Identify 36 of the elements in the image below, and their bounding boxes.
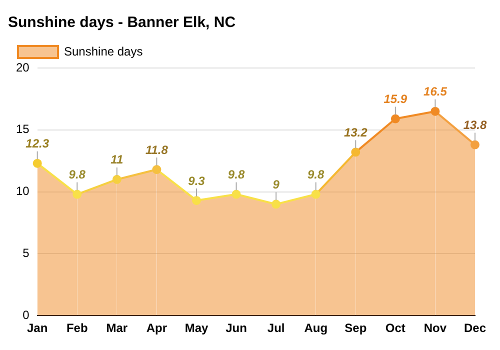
- x-tick-label: Jun: [226, 321, 247, 336]
- data-label: 11: [110, 152, 124, 167]
- y-tick-label: 15: [16, 122, 30, 136]
- x-tick-label: Aug: [304, 321, 328, 336]
- chart-title: Sunshine days - Banner Elk, NC: [8, 14, 236, 32]
- y-tick-label: 0: [22, 308, 30, 322]
- x-tick-label: Nov: [424, 321, 447, 336]
- data-label: 9.8: [228, 168, 245, 182]
- x-tick-label: Dec: [464, 321, 486, 336]
- data-label: 13.2: [344, 125, 368, 140]
- data-label: 9.3: [188, 174, 206, 188]
- data-label: 12.3: [26, 136, 50, 151]
- x-tick-label: Oct: [385, 321, 406, 336]
- data-label: 11.8: [145, 142, 168, 157]
- x-tick-label: Jul: [267, 321, 285, 336]
- point: [232, 190, 241, 199]
- x-tick-label: Jan: [27, 321, 48, 336]
- point: [470, 140, 480, 150]
- point: [272, 200, 281, 209]
- y-tick-label: 20: [16, 60, 30, 74]
- x-tick-label: May: [184, 321, 208, 336]
- x-tick-label: Sep: [344, 321, 367, 336]
- legend-label: Sunshine days: [64, 44, 143, 58]
- data-label: 9.8: [68, 168, 86, 182]
- x-tick-label: Mar: [106, 321, 128, 336]
- y-tick-label: 10: [16, 184, 30, 198]
- data-label: 9.8: [308, 168, 325, 182]
- point: [192, 196, 201, 205]
- data-label: 13.8: [463, 118, 487, 132]
- data-label: 15.9: [384, 92, 408, 106]
- x-tick-label: Apr: [146, 321, 168, 336]
- data-label: 9: [272, 177, 280, 192]
- x-tick-label: Feb: [66, 321, 88, 336]
- y-tick-label: 5: [22, 246, 30, 260]
- point: [32, 158, 42, 168]
- data-label: 16.5: [424, 84, 448, 99]
